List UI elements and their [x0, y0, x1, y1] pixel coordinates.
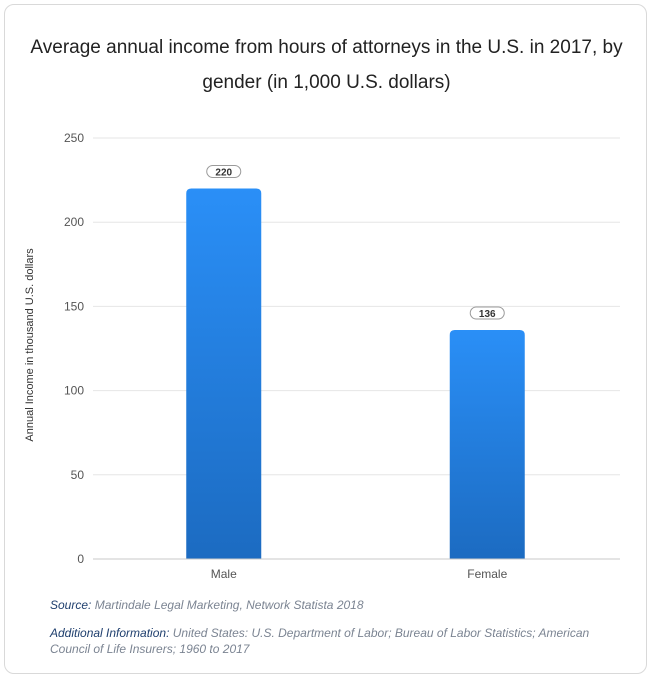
additional-info-label: Additional Information: [50, 626, 170, 640]
axes: 0 50 100 150 200 250 Male Female [64, 131, 620, 581]
y-tick-label: 250 [64, 131, 84, 145]
chart-card [4, 4, 647, 674]
y-tick-label: 150 [64, 299, 84, 313]
y-tick-label: 0 [77, 552, 84, 566]
source-label: Source: [50, 598, 92, 612]
data-labels: 220 136 [206, 165, 505, 320]
chart-title: Average annual income from hours of atto… [30, 37, 623, 93]
data-label: 136 [479, 309, 496, 320]
data-label: 220 [215, 168, 232, 179]
data-label-pill [206, 165, 242, 179]
source-text: Martindale Legal Marketing, Network Stat… [94, 598, 364, 612]
x-tick-label: Male [211, 567, 237, 581]
y-tick-label: 100 [64, 384, 84, 398]
bars [186, 188, 525, 559]
y-tick-label: 50 [71, 468, 85, 482]
bar-male [186, 188, 262, 559]
x-tick-label: Female [467, 567, 507, 581]
footnotes: Source: Martindale Legal Marketing, Netw… [50, 597, 610, 657]
source-note: Source: Martindale Legal Marketing, Netw… [50, 597, 610, 613]
data-label-pill [469, 306, 505, 320]
additional-info-note: Additional Information: United States: U… [50, 625, 610, 657]
additional-info-text: United States: U.S. Department of Labor;… [50, 626, 590, 656]
gridlines [93, 137, 620, 476]
y-tick-label: 200 [64, 215, 84, 229]
bar-female [449, 329, 525, 559]
